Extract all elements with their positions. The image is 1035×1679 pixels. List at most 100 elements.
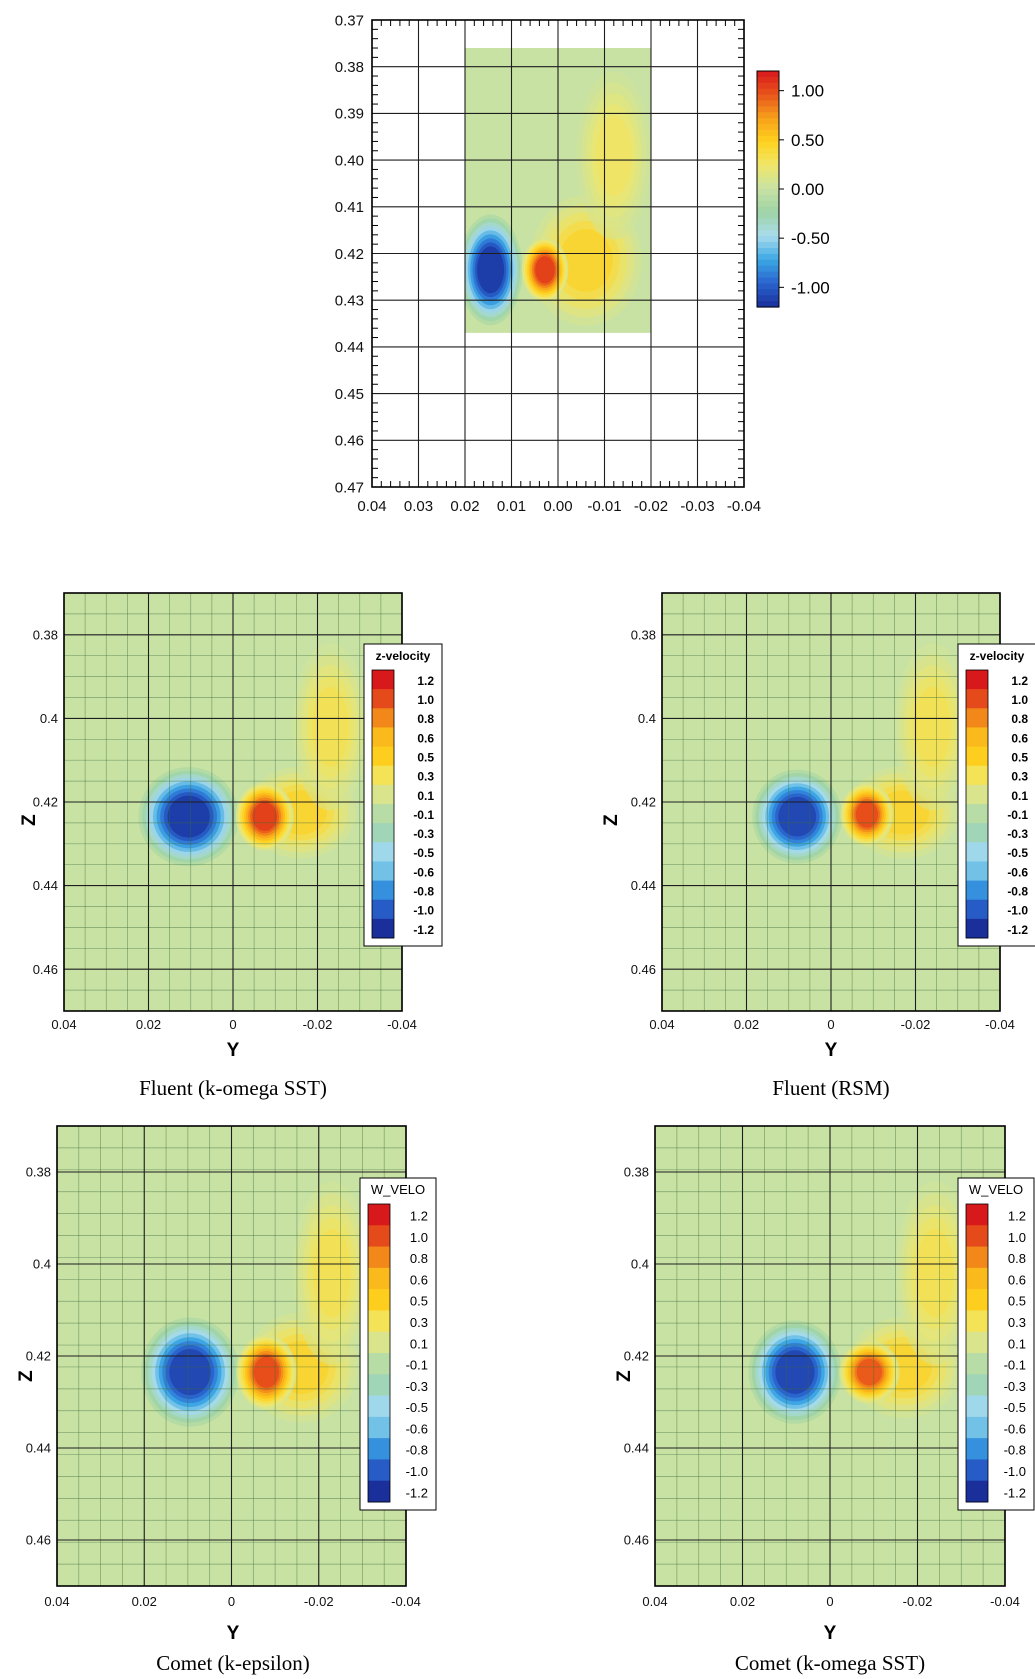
colorbar-swatch xyxy=(757,200,779,208)
x-tick-label: -0.04 xyxy=(985,1017,1015,1032)
colorbar-swatch xyxy=(966,804,988,824)
y-tick-label: 0.37 xyxy=(335,12,364,29)
colorbar-swatch xyxy=(757,289,779,296)
window-field xyxy=(465,71,651,326)
colorbar-swatch xyxy=(757,271,779,279)
colorbar-swatch-frame xyxy=(965,669,989,939)
colorbar-swatch xyxy=(368,1331,390,1354)
y-tick-label: 0.4 xyxy=(638,711,656,726)
colorbar-swatch xyxy=(757,177,779,184)
panel-caption: Fluent (RSM) xyxy=(772,1076,889,1100)
contour-band-vortex xyxy=(169,1349,211,1396)
colorbar-swatch xyxy=(372,708,394,728)
colorbar-label: -0.8 xyxy=(1004,1443,1026,1458)
grid xyxy=(63,593,403,1011)
colorbar-swatch xyxy=(757,171,779,178)
panel-caption: Fluent (k-omega SST) xyxy=(139,1076,327,1100)
colorbar-label: -0.5 xyxy=(1004,1400,1026,1415)
colorbar-swatch xyxy=(757,112,779,119)
colorbar-swatch xyxy=(757,76,779,84)
x-axis-label: Y xyxy=(824,1623,837,1644)
grid xyxy=(661,593,1001,1011)
colorbar-title: z-velocity xyxy=(376,649,431,663)
y-tick-label: 0.44 xyxy=(33,878,58,893)
colorbar-swatch xyxy=(757,189,779,196)
colorbar-swatch-frame xyxy=(371,669,395,939)
x-axis-label: Y xyxy=(227,1040,240,1061)
colorbar-label: -0.3 xyxy=(1004,1379,1026,1394)
colorbar-swatch xyxy=(966,880,988,901)
panel-comet-ke: 0.04 0.02 0 -0.02 -0.04 0.38 0.4 0.42 0.44 0.46 Y Z… xyxy=(16,1125,437,1675)
x-tick-label: -0.02 xyxy=(634,498,668,515)
panel-comet-sst: 0.04 0.02 0 -0.02 -0.04 0.38 0.4 0.42 0.44 0.46 Y Z… xyxy=(614,1125,1035,1675)
colorbar-swatch xyxy=(757,236,779,243)
y-axis-label: Z xyxy=(614,1370,635,1382)
colorbar-swatch xyxy=(368,1310,390,1333)
colorbar-swatch xyxy=(757,159,779,166)
colorbar-swatch xyxy=(757,206,779,214)
y-tick-label: 0.38 xyxy=(26,1165,51,1180)
colorbar-swatch xyxy=(372,804,394,824)
colorbar-swatch xyxy=(966,1246,988,1269)
colorbar-label: 1.0 xyxy=(417,693,434,707)
colorbar-swatch xyxy=(966,1267,988,1290)
colorbar-label: -0.8 xyxy=(406,1443,428,1458)
colorbar-title: W_VELO xyxy=(969,1182,1023,1197)
colorbar-label: -0.3 xyxy=(1007,827,1028,841)
colorbar-label: -1.00 xyxy=(791,278,830,297)
colorbar-label: -0.5 xyxy=(413,846,434,860)
colorbar-swatch xyxy=(966,1395,988,1418)
y-tick-label: 0.42 xyxy=(33,795,58,810)
x-tick-label: -0.04 xyxy=(391,1594,421,1609)
x-tick-label: 0.04 xyxy=(642,1594,667,1609)
colorbar-swatch xyxy=(757,259,779,267)
x-axis-label: Y xyxy=(825,1040,838,1061)
y-tick-label: 0.4 xyxy=(33,1257,51,1272)
colorbar: z-velocity 1.2 1.0 0.8 0.6 0.5 0.3 0.1 -0.1 -0.3 -… xyxy=(363,643,443,947)
colorbar-swatch xyxy=(372,918,394,939)
colorbar-label: 1.2 xyxy=(410,1209,428,1224)
y-tick-label: 0.39 xyxy=(335,106,364,123)
colorbar-label: 0.3 xyxy=(1011,770,1028,784)
x-tick-label: -0.01 xyxy=(587,498,621,515)
colorbar-swatch xyxy=(368,1480,390,1503)
x-tick-label: -0.04 xyxy=(727,498,761,515)
colorbar-swatch xyxy=(757,183,779,190)
colorbar-swatch xyxy=(966,1289,988,1311)
colorbar-swatch xyxy=(757,277,779,284)
colorbar-swatch xyxy=(966,1225,988,1248)
panel-caption: Comet (k-epsilon) xyxy=(156,1651,309,1675)
colorbar-label: -0.1 xyxy=(406,1358,428,1373)
colorbar-label: -0.8 xyxy=(1007,885,1028,899)
colorbar-swatch xyxy=(757,147,779,155)
x-tick-label: 0.03 xyxy=(404,498,433,515)
colorbar-swatch xyxy=(966,727,988,748)
colorbar-label: 0.3 xyxy=(1008,1315,1026,1330)
colorbar-swatch xyxy=(372,670,394,690)
y-tick-label: 0.38 xyxy=(631,627,656,642)
y-tick-label: 0.42 xyxy=(335,246,364,263)
colorbar-swatch xyxy=(966,1310,988,1333)
x-tick-label: -0.03 xyxy=(680,498,714,515)
contour-band-vortex xyxy=(253,1356,280,1388)
contour-band-vortex xyxy=(252,802,277,831)
x-tick-label: 0.04 xyxy=(51,1017,76,1032)
colorbar-swatch xyxy=(966,1204,988,1226)
colorbar-swatch xyxy=(757,283,779,290)
contour-band-wake xyxy=(311,686,349,767)
x-tick-label: 0 xyxy=(827,1017,834,1032)
x-tick-label: 0 xyxy=(228,1594,235,1609)
colorbar-label: 0.8 xyxy=(417,712,434,726)
colorbar-swatch xyxy=(757,124,779,131)
colorbar-swatch xyxy=(372,746,394,767)
colorbar-label: 1.2 xyxy=(417,674,434,688)
colorbar-label: -1.0 xyxy=(1004,1464,1026,1479)
colorbar-swatch xyxy=(368,1353,390,1375)
colorbar-label: -0.1 xyxy=(1007,808,1028,822)
colorbar-label: -0.1 xyxy=(1004,1358,1026,1373)
x-tick-label: 0.01 xyxy=(497,498,526,515)
y-tick-label: 0.44 xyxy=(624,1441,649,1456)
colorbar-label: -1.0 xyxy=(406,1464,428,1479)
x-tick-label: -0.02 xyxy=(304,1594,334,1609)
